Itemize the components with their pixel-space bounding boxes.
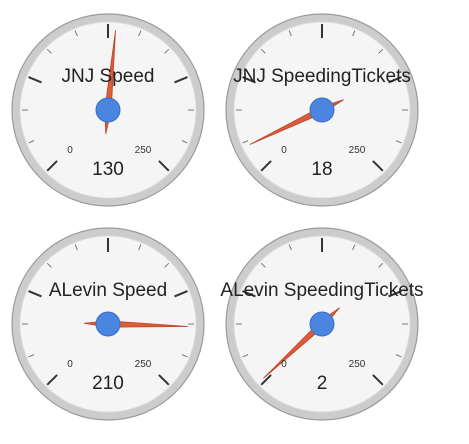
gauge-minor-tick <box>288 30 292 37</box>
gauge-minor-tick <box>378 48 384 54</box>
gauge-svg <box>11 227 205 421</box>
gauge-major-tick <box>174 76 188 84</box>
gauge-minor-tick <box>28 354 35 358</box>
gauge-major-tick <box>28 290 42 298</box>
gauge-svg <box>225 13 419 207</box>
gauge-major-tick <box>242 76 256 84</box>
gauge-major-tick <box>46 160 58 172</box>
gauge-jnj-speeding-tickets: JNJ SpeedingTickets 0 250 18 <box>222 10 422 210</box>
gauge-major-tick <box>242 290 256 298</box>
gauge-minor-tick <box>28 140 35 144</box>
gauge-hub <box>309 97 335 123</box>
gauge-minor-tick <box>74 30 78 37</box>
gauge-minor-tick <box>260 48 266 54</box>
gauge-hub <box>95 311 121 337</box>
gauge-minor-tick <box>260 262 266 268</box>
gauge-minor-tick <box>352 244 356 251</box>
gauge-minor-tick <box>138 30 142 37</box>
gauge-minor-tick <box>395 354 402 358</box>
gauge-major-tick <box>28 76 42 84</box>
gauge-minor-tick <box>46 48 52 54</box>
gauge-svg <box>225 227 419 421</box>
gauge-minor-tick <box>242 354 249 358</box>
gauge-minor-tick <box>181 140 188 144</box>
gauge-minor-tick <box>378 262 384 268</box>
gauge-minor-tick <box>46 262 52 268</box>
gauge-hub <box>309 311 335 337</box>
gauge-minor-tick <box>352 30 356 37</box>
gauge-minor-tick <box>164 48 170 54</box>
gauge-hub <box>95 97 121 123</box>
gauge-svg <box>11 13 205 207</box>
gauge-minor-tick <box>181 354 188 358</box>
gauge-major-tick <box>158 160 170 172</box>
gauge-minor-tick <box>164 262 170 268</box>
gauge-major-tick <box>388 290 402 298</box>
gauge-major-tick <box>46 374 58 386</box>
gauge-major-tick <box>372 160 384 172</box>
gauge-alevin-speed: ALevin Speed 0 250 210 <box>8 224 208 424</box>
gauge-minor-tick <box>74 244 78 251</box>
gauge-minor-tick <box>395 140 402 144</box>
gauge-minor-tick <box>138 244 142 251</box>
gauge-jnj-speed: JNJ Speed 0 250 130 <box>8 10 208 210</box>
gauge-major-tick <box>174 290 188 298</box>
gauge-major-tick <box>260 374 272 386</box>
gauge-alevin-speeding-tickets: ALevin SpeedingTickets 0 250 2 <box>220 224 424 424</box>
gauge-major-tick <box>260 160 272 172</box>
gauge-major-tick <box>372 374 384 386</box>
gauge-minor-tick <box>288 244 292 251</box>
gauge-major-tick <box>388 76 402 84</box>
gauge-major-tick <box>158 374 170 386</box>
gauge-minor-tick <box>242 140 249 144</box>
